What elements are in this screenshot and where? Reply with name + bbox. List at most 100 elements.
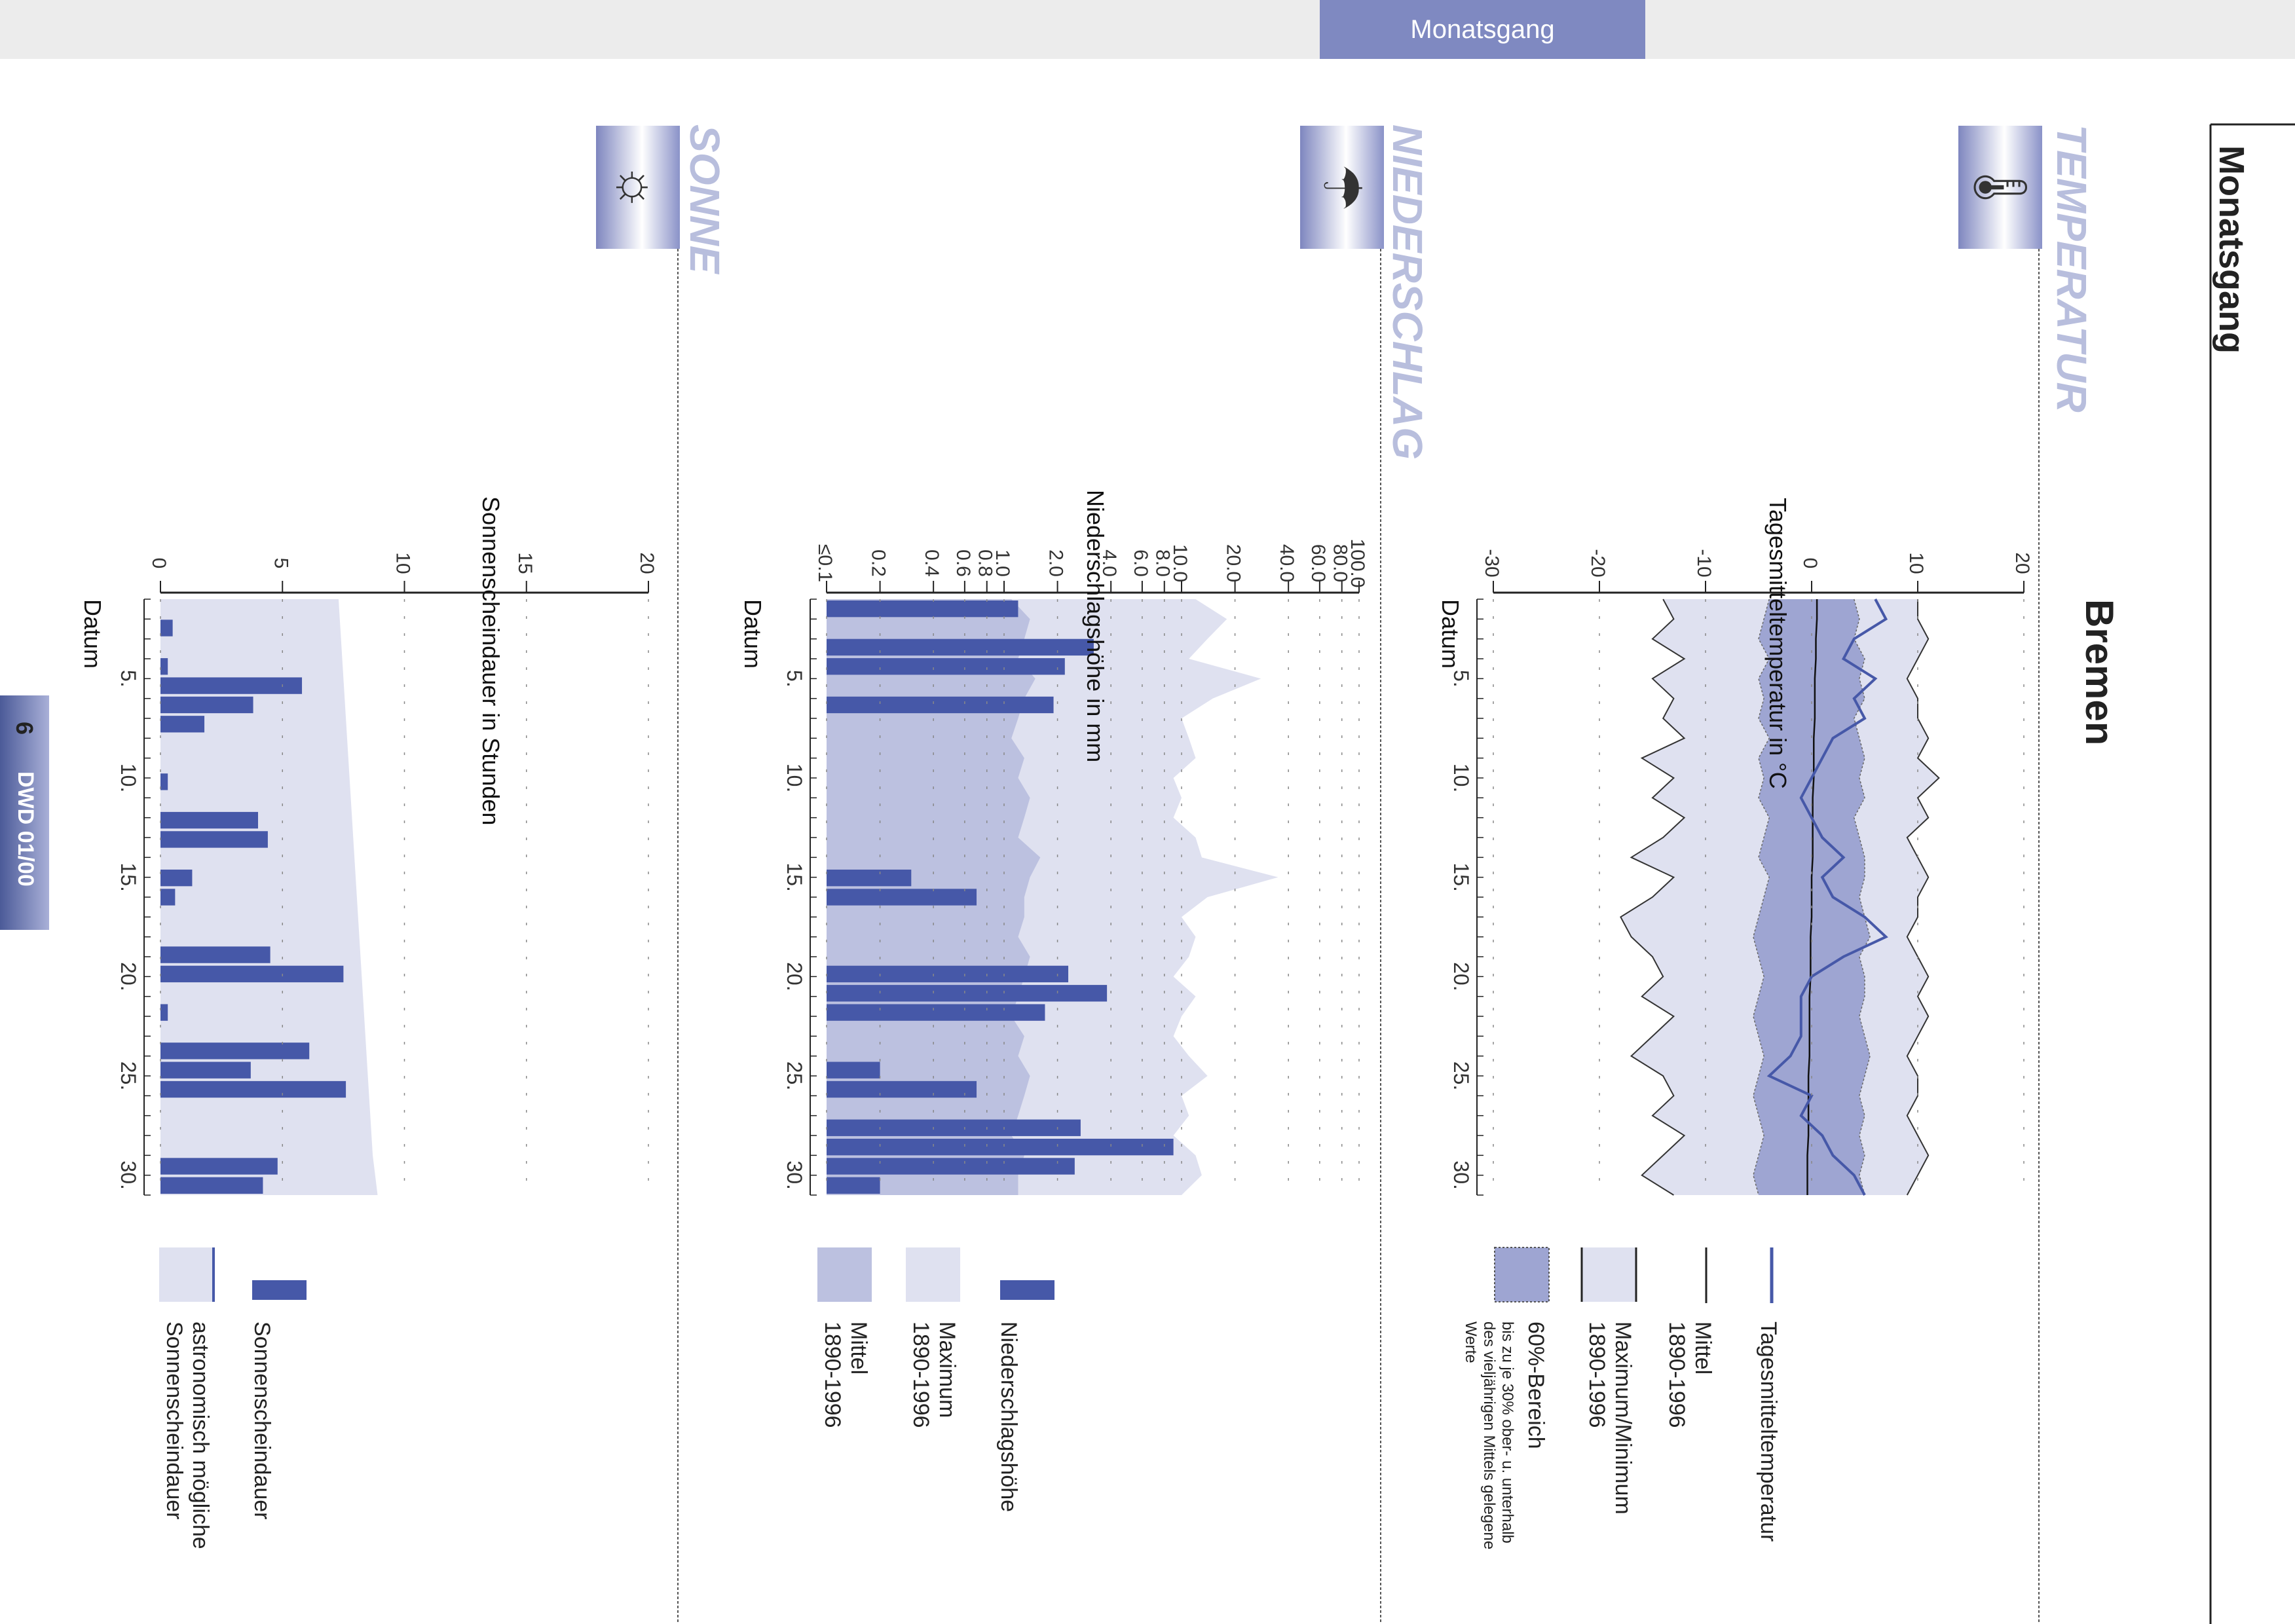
section-title-niederschlag: NIEDERSCHLAG [1384, 124, 1431, 460]
precip-bar [827, 658, 1065, 675]
sunshine-bar [160, 831, 268, 848]
precip-bar [827, 1138, 1174, 1156]
date-tick-label: 20. [783, 962, 806, 991]
precip-bar [827, 1004, 1045, 1021]
temperature-chart: -30 -20 -10 0 10 20 5. 10. 15. 20. 25. 30. [1449, 549, 2033, 1196]
precip-bar [827, 696, 1054, 714]
date-tick-label: 10. [117, 764, 140, 792]
page-frame [677, 123, 2295, 1624]
section-title-sonne: SONNE [681, 124, 728, 274]
sonne-xlabel: Datum [79, 599, 106, 669]
value-tick-label: 1.0 [992, 549, 1013, 577]
precip-bar [827, 889, 977, 906]
legend-60pct: 60%-Bereich [1523, 1321, 1548, 1449]
legend-mittel-nied: Mittel 1890-1996 [819, 1321, 872, 1428]
sunshine-bar [160, 1004, 168, 1021]
tab-monatsgang[interactable]: Monatsgang [1320, 0, 1645, 59]
mittel-line [1806, 599, 1818, 1195]
minimum-line [1620, 599, 1686, 1196]
value-tick-label: -10 [1693, 549, 1715, 577]
value-tick-label: -30 [1481, 549, 1502, 577]
precip-bar [827, 1177, 880, 1194]
legend-maxmin: Maximum/Minimum 1890-1996 [1584, 1321, 1636, 1515]
sonne-ylabel: Sonnenscheindauer in Stunden [477, 496, 504, 826]
date-tick-label: 25. [1449, 1061, 1473, 1090]
date-tick-label: 15. [117, 862, 140, 891]
precipitation-chart: ≤0.1 0.2 0.4 0.6 0.81.0 2.0 4.0 6.0 8.010.0 20.0 4… [783, 538, 1368, 1196]
sunshine-bar [160, 869, 193, 887]
value-tick-label: 15 [514, 552, 536, 574]
legend-maximum-label: Maximum [935, 1321, 960, 1418]
legend-mittel-years: 1890-1996 [1664, 1321, 1689, 1428]
date-tick-label: 25. [117, 1061, 140, 1090]
precip-bar [827, 965, 1069, 983]
sunshine-chart: 0 5 10 15 20 5. 10. 15. 20. 25. 30. [117, 552, 658, 1196]
value-tick-label: 10.0 [1169, 544, 1191, 582]
legend-mittel-label: Mittel [1690, 1321, 1715, 1375]
precip-bar [827, 638, 1094, 656]
value-tick-label: ≤0.1 [814, 544, 836, 582]
precip-bar [827, 1080, 977, 1098]
sun-icon: ☼ [596, 126, 680, 249]
sunshine-bar [160, 1080, 346, 1098]
legend-swatch-mittel-nied [817, 1247, 872, 1302]
station-name: Bremen [2078, 599, 2121, 746]
date-tick-label: 30. [783, 1160, 806, 1189]
legend-astro-label-1: astronomisch mögliche [188, 1321, 213, 1549]
legend-tagesmittel: Tagesmitteltemperatur [1756, 1321, 1781, 1542]
value-tick-label: 6.0 [1130, 549, 1151, 577]
sunshine-bar [160, 696, 253, 714]
legend-maximum: Maximum 1890-1996 [908, 1321, 960, 1428]
temp-xlabel: Datum [1437, 599, 1464, 669]
top-bar [0, 0, 2295, 59]
precip-bar [827, 869, 912, 887]
footer-label: DWD 01/00 [13, 771, 38, 887]
date-tick-label: 5. [783, 670, 806, 688]
sunshine-bar [160, 677, 303, 694]
legend-swatches [159, 1247, 1774, 1303]
legend-swatch-niederschlag [1000, 1280, 1054, 1300]
legend-60pct-note: bis zu je 30% ober- u. unterhalb des viel… [1461, 1321, 1516, 1549]
sunshine-bar [160, 658, 168, 675]
sunshine-bar [160, 1177, 263, 1194]
value-tick-label: 0 [148, 558, 170, 569]
legend-maxmin-label: Maximum/Minimum [1611, 1321, 1635, 1515]
precip-bar [827, 600, 1018, 618]
legend-swatch-maxmin [1582, 1247, 1636, 1302]
value-tick-label: 40.0 [1276, 544, 1297, 582]
legend-sonne: Sonnenscheindauer [250, 1321, 274, 1520]
precip-bar [827, 1061, 880, 1079]
date-tick-label: 15. [1449, 862, 1473, 891]
legend-mittel-nied-years: 1890-1996 [820, 1321, 845, 1428]
page-number: 6 [11, 722, 38, 735]
value-tick-label: 100.0 [1347, 538, 1368, 587]
value-tick-label: 60.0 [1307, 544, 1329, 582]
value-tick-label: 0.4 [921, 549, 942, 577]
legend-maxmin-years: 1890-1996 [1584, 1321, 1609, 1428]
legend-niederschlag: Niederschlagshöhe [996, 1321, 1021, 1513]
precip-bar [827, 1158, 1075, 1175]
legend-mittel: Mittel 1890-1996 [1664, 1321, 1716, 1428]
legend-maximum-years: 1890-1996 [908, 1321, 933, 1428]
sunshine-bar [160, 619, 173, 637]
legend-60pct-note-2: des vieljährigen Mittels gelegene [1480, 1321, 1498, 1550]
legend-astro-label-2: Sonnenscheindauer [162, 1321, 187, 1520]
date-tick-label: 20. [1449, 962, 1473, 991]
date-tick-label: 25. [783, 1061, 806, 1090]
sunshine-bar [160, 811, 258, 829]
band-lower-line [1753, 599, 1770, 1196]
value-tick-label: 80.0 [1330, 544, 1351, 582]
date-tick-label: 5. [1449, 670, 1473, 688]
date-tick-label: 10. [1449, 764, 1473, 792]
sunshine-bar [160, 889, 176, 906]
precip-bar [827, 985, 1108, 1002]
date-tick-label: 5. [117, 670, 140, 688]
maximum-line [1906, 599, 1940, 1196]
footer-tab [0, 695, 49, 930]
nied-xlabel: Datum [739, 599, 766, 669]
date-tick-label: 15. [783, 862, 806, 891]
page-title: Monatsgang [2212, 145, 2251, 354]
value-tick-label: 0.2 [868, 549, 889, 577]
value-tick-label: 0 [1799, 558, 1821, 569]
